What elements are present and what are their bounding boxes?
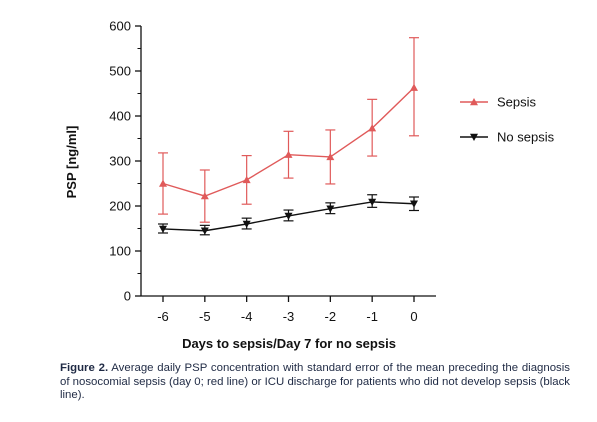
line-chart: 0 100 200 300 400 500 600 -6 -5 -4 -3 -2 -1 0 Sepsis N…	[64, 19, 555, 352]
y-tick-label: 100	[109, 244, 131, 259]
data-point	[368, 124, 377, 132]
chart-legend: Sepsis No sepsis	[460, 95, 555, 145]
x-tick-label: 0	[410, 309, 417, 324]
data-point	[159, 179, 167, 187]
figure-caption: Figure 2. Average daily PSP concentratio…	[60, 362, 570, 403]
legend-swatch-marker	[470, 133, 478, 141]
y-tick-label: 200	[109, 199, 131, 214]
legend-swatch-marker	[470, 98, 478, 106]
x-tick-label: -3	[283, 309, 295, 324]
data-point	[242, 220, 251, 228]
y-tick-label: 600	[109, 19, 131, 34]
data-point	[242, 175, 251, 184]
x-tick-label: -5	[199, 309, 211, 324]
legend-label: No sepsis	[497, 130, 555, 145]
series-sepsis	[158, 37, 419, 223]
legend-item: Sepsis	[460, 95, 537, 110]
data-point	[368, 198, 377, 206]
data-point	[200, 227, 209, 235]
chart-axes: 0 100 200 300 400 500 600 -6 -5 -4 -3 -2 -1 0	[109, 19, 436, 324]
x-tick-label: -1	[366, 309, 378, 324]
series-no-sepsis	[158, 194, 419, 236]
data-point	[326, 152, 335, 161]
data-point	[410, 83, 418, 91]
chart-series	[158, 37, 419, 236]
y-tick-label: 500	[109, 64, 131, 79]
data-point	[200, 192, 209, 200]
y-tick-label: 300	[109, 154, 131, 169]
data-point	[410, 200, 418, 208]
figure-caption-text: Average daily PSP concentration with sta…	[60, 362, 570, 401]
data-point	[326, 205, 335, 213]
x-tick-label: -2	[325, 309, 337, 324]
x-axis-title: Days to sepsis/Day 7 for no sepsis	[182, 336, 396, 351]
y-axis-title: PSP [ng/ml]	[64, 126, 79, 199]
y-tick-label: 400	[109, 109, 131, 124]
data-point	[284, 212, 293, 220]
x-tick-label: -4	[241, 309, 253, 324]
x-tick-label: -6	[157, 309, 169, 324]
data-point	[159, 225, 167, 233]
y-tick-label: 0	[124, 289, 131, 304]
legend-item: No sepsis	[460, 130, 555, 145]
data-point	[284, 150, 293, 158]
figure-caption-label: Figure 2.	[60, 362, 109, 374]
legend-label: Sepsis	[497, 95, 537, 110]
